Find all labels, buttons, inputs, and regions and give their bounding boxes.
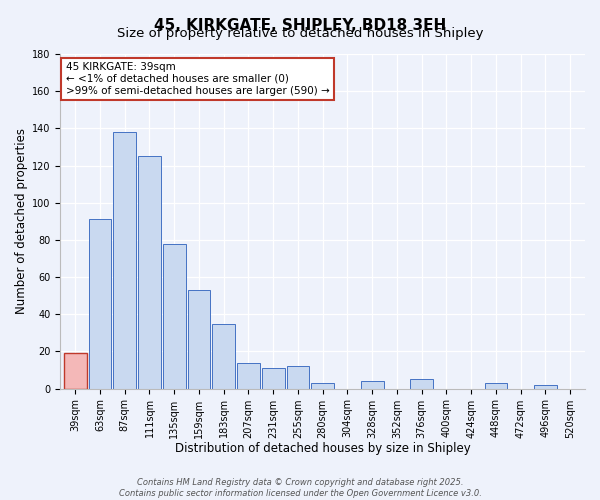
Bar — [138, 156, 161, 388]
Bar — [485, 383, 507, 388]
Bar — [188, 290, 211, 388]
X-axis label: Distribution of detached houses by size in Shipley: Distribution of detached houses by size … — [175, 442, 470, 455]
Y-axis label: Number of detached properties: Number of detached properties — [15, 128, 28, 314]
Text: Size of property relative to detached houses in Shipley: Size of property relative to detached ho… — [117, 28, 483, 40]
Bar — [113, 132, 136, 388]
Bar — [410, 380, 433, 388]
Bar — [237, 362, 260, 388]
Bar — [163, 244, 185, 388]
Bar — [361, 381, 383, 388]
Text: 45, KIRKGATE, SHIPLEY, BD18 3EH: 45, KIRKGATE, SHIPLEY, BD18 3EH — [154, 18, 446, 32]
Bar — [64, 354, 86, 388]
Bar — [534, 385, 557, 388]
Bar — [262, 368, 284, 388]
Bar — [89, 220, 112, 388]
Text: 45 KIRKGATE: 39sqm
← <1% of detached houses are smaller (0)
>99% of semi-detache: 45 KIRKGATE: 39sqm ← <1% of detached hou… — [65, 62, 329, 96]
Bar — [311, 383, 334, 388]
Text: Contains HM Land Registry data © Crown copyright and database right 2025.
Contai: Contains HM Land Registry data © Crown c… — [119, 478, 481, 498]
Bar — [212, 324, 235, 388]
Bar — [287, 366, 310, 388]
